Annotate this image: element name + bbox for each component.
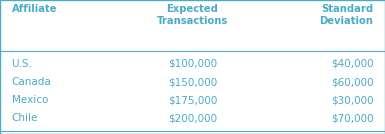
Text: Standard
Deviation: Standard Deviation: [320, 4, 373, 26]
Text: $175,000: $175,000: [168, 95, 217, 105]
Text: Affiliate: Affiliate: [12, 4, 57, 14]
Text: $40,000: $40,000: [331, 59, 373, 69]
Text: Mexico: Mexico: [12, 95, 48, 105]
Text: $60,000: $60,000: [331, 77, 373, 87]
Text: Chile: Chile: [12, 113, 38, 123]
Text: $200,000: $200,000: [168, 113, 217, 123]
Text: $30,000: $30,000: [331, 95, 373, 105]
Text: $150,000: $150,000: [168, 77, 217, 87]
Text: $70,000: $70,000: [331, 113, 373, 123]
Text: $100,000: $100,000: [168, 59, 217, 69]
Text: U.S.: U.S.: [12, 59, 32, 69]
Text: Expected
Transactions: Expected Transactions: [157, 4, 228, 26]
Text: Canada: Canada: [12, 77, 51, 87]
